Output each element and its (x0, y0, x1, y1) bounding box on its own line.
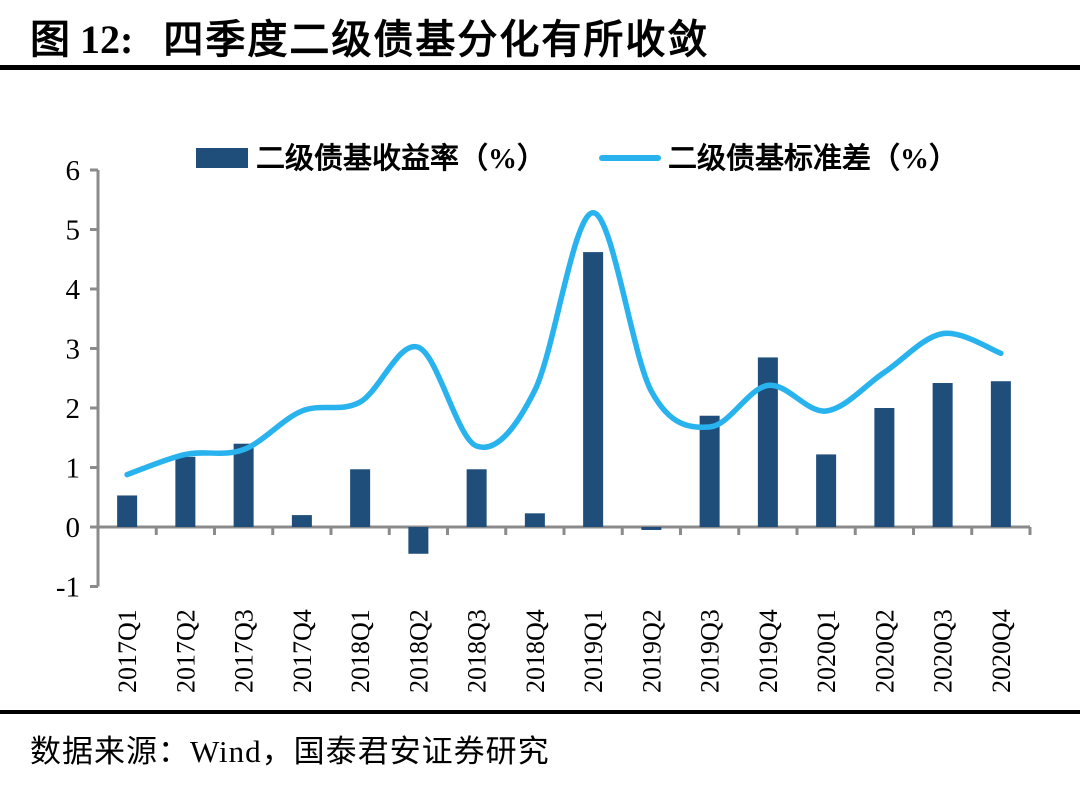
y-tick-label: 2 (66, 393, 81, 425)
legend-line-label: 二级债基标准差（%） (668, 142, 958, 175)
bar-2019Q4 (757, 357, 778, 527)
legend-bar-swatch-icon (196, 148, 248, 168)
y-tick-label: 3 (66, 334, 81, 366)
x-tick-label-2017Q2: 2017Q2 (171, 609, 200, 693)
bar-2017Q1 (117, 495, 138, 527)
y-tick-label: -1 (56, 572, 80, 604)
bar-2020Q2 (874, 408, 895, 527)
x-tick-label-2017Q4: 2017Q4 (288, 609, 317, 693)
y-tick-label: 4 (66, 274, 81, 306)
x-tick-label-2020Q1: 2020Q1 (812, 609, 841, 693)
line-series (124, 210, 1004, 478)
y-axis-tick-labels: -1 0 1 2 3 4 5 6 (56, 155, 81, 604)
bar-series (117, 252, 1011, 554)
x-tick-label-2019Q2: 2019Q2 (637, 609, 666, 693)
figure-number: 图 12: (30, 17, 134, 62)
x-tick-label-2017Q3: 2017Q3 (230, 609, 259, 693)
source-note: 数据来源：Wind，国泰君安证券研究 (30, 734, 550, 769)
y-tick-label: 5 (66, 215, 81, 247)
bar-2020Q4 (990, 381, 1011, 527)
y-tick-label: 0 (66, 512, 81, 544)
bar-2018Q4 (524, 513, 545, 527)
stddev-line-path (124, 210, 1004, 478)
x-tick-label-2019Q3: 2019Q3 (696, 609, 725, 693)
bar-2017Q3 (233, 443, 254, 527)
bar-2019Q1 (583, 252, 604, 528)
x-tick-label-2018Q2: 2018Q2 (404, 609, 433, 693)
x-tick-label-2020Q4: 2020Q4 (987, 609, 1016, 693)
bar-2019Q3 (699, 415, 720, 527)
chart-legend: 二级债基收益率（%） 二级债基标准差（%） (196, 141, 958, 175)
x-tick-label-2018Q3: 2018Q3 (463, 609, 492, 693)
legend-bar-label: 二级债基收益率（%） (256, 141, 546, 175)
bar-2018Q2 (408, 527, 429, 554)
x-tick-label-2020Q3: 2020Q3 (929, 609, 958, 693)
y-tick-label: 1 (66, 453, 81, 485)
bar-2020Q3 (932, 383, 953, 527)
chart-area: 二级债基收益率（%） 二级债基标准差（%） -1 0 1 2 3 4 5 6 2017Q1 20… (0, 70, 1080, 710)
x-tick-label-2017Q1: 2017Q1 (113, 609, 142, 693)
x-tick-label-2018Q4: 2018Q4 (521, 609, 550, 693)
x-tick-label-2018Q1: 2018Q1 (346, 609, 375, 693)
bar-2019Q2 (641, 527, 662, 530)
x-axis-tick-labels: 2017Q1 2017Q2 2017Q3 2017Q4 2018Q1 2018Q2 2018… (113, 609, 1016, 693)
bar-2020Q1 (816, 454, 837, 527)
x-tick-label-2019Q1: 2019Q1 (579, 609, 608, 693)
bar-2017Q4 (291, 515, 312, 527)
bar-2018Q3 (466, 469, 487, 527)
figure-title: 四季度二级债基分化有所收敛 (163, 17, 710, 62)
bar-2018Q1 (350, 469, 371, 527)
x-tick-label-2020Q2: 2020Q2 (870, 609, 899, 693)
footer-divider (0, 710, 1080, 714)
header-divider (0, 65, 1080, 70)
x-tick-label-2019Q4: 2019Q4 (754, 609, 783, 693)
figure-header: 图 12: 四季度二级债基分化有所收敛 (0, 0, 1080, 62)
y-tick-label: 6 (66, 155, 81, 187)
bar-2017Q2 (175, 456, 196, 527)
